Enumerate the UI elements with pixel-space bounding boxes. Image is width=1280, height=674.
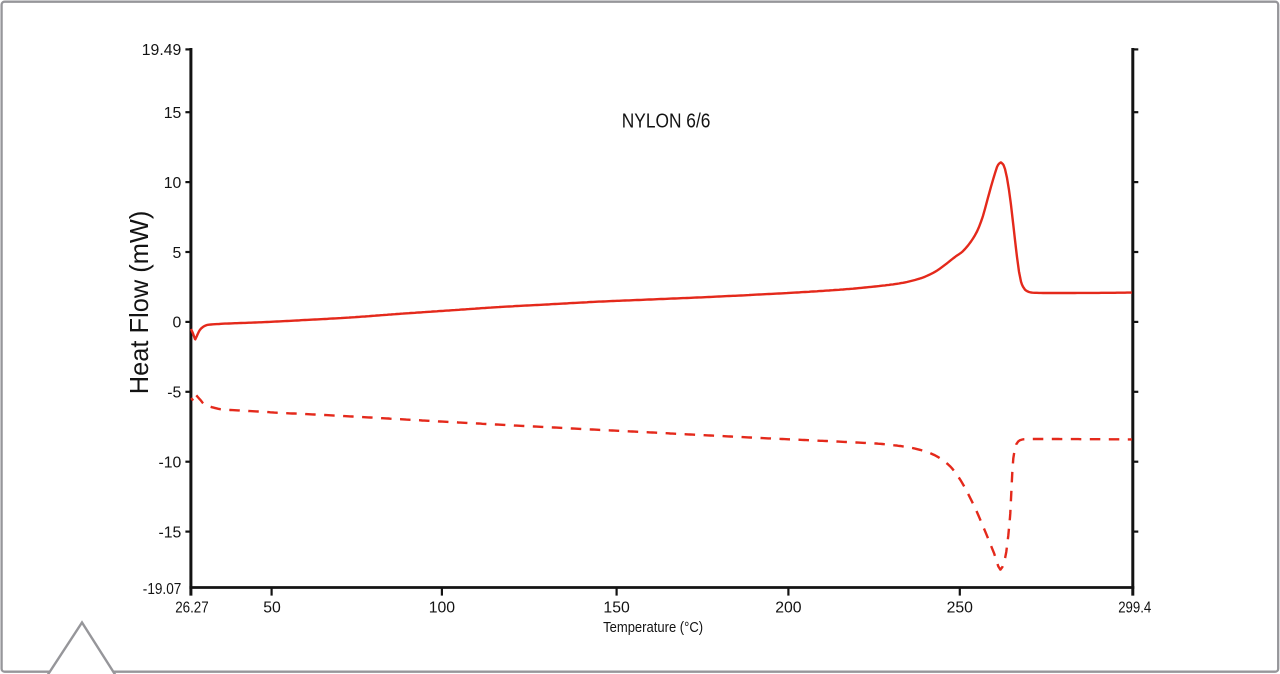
svg-text:50: 50: [263, 600, 281, 617]
svg-text:10: 10: [164, 175, 182, 192]
svg-text:-10: -10: [158, 454, 181, 471]
svg-text:250: 250: [947, 600, 974, 617]
svg-text:299.4: 299.4: [1118, 600, 1151, 617]
svg-text:5: 5: [173, 245, 182, 262]
svg-text:-19.07: -19.07: [143, 581, 182, 598]
svg-text:150: 150: [603, 600, 630, 617]
svg-text:-5: -5: [167, 385, 181, 402]
svg-text:NYLON 6/6: NYLON 6/6: [622, 110, 711, 132]
svg-text:Heat Flow (mW): Heat Flow (mW): [124, 211, 154, 395]
svg-text:26.27: 26.27: [175, 600, 209, 617]
svg-text:Temperature (°C): Temperature (°C): [603, 620, 703, 636]
svg-text:15: 15: [164, 105, 182, 122]
svg-text:-15: -15: [158, 524, 181, 541]
svg-text:0: 0: [173, 315, 182, 332]
svg-text:19.49: 19.49: [142, 42, 182, 59]
svg-text:200: 200: [775, 600, 802, 617]
svg-text:100: 100: [429, 600, 456, 617]
